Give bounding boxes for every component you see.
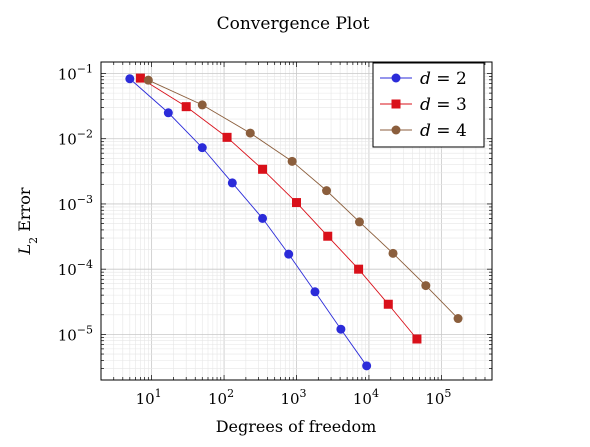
data-point xyxy=(323,231,333,241)
data-point xyxy=(292,198,301,208)
y-tick-label: 10−2 xyxy=(58,128,93,149)
x-tick-labels: 101 102 103 104 105 xyxy=(136,387,452,408)
data-point xyxy=(421,281,431,291)
legend-entry-3: d = 4 xyxy=(380,121,467,141)
data-point xyxy=(125,74,135,84)
y-tick-label: 10−3 xyxy=(58,193,93,214)
x-axis-label: Degrees of freedom xyxy=(216,417,377,436)
legend-marker xyxy=(391,125,401,135)
chart-title: Convergence Plot xyxy=(217,14,370,34)
y-axis-label-text: Error xyxy=(15,187,34,237)
y-axis-label-symbol: L xyxy=(15,244,34,256)
series-1 xyxy=(125,74,372,371)
data-point xyxy=(336,324,346,334)
x-tick-label: 102 xyxy=(208,387,234,408)
y-tick-labels: 10−1 10−2 10−3 10−4 10−5 xyxy=(58,62,93,344)
data-point xyxy=(284,249,294,259)
y-tick-label: 10−4 xyxy=(58,258,93,279)
data-point xyxy=(163,108,173,118)
y-tick-label: 10−5 xyxy=(58,323,93,344)
data-point xyxy=(453,314,463,324)
series-layer xyxy=(125,73,463,371)
y-tick-label: 10−1 xyxy=(58,62,93,83)
data-point xyxy=(412,334,422,344)
legend-label: d = 4 xyxy=(420,121,467,141)
legend-entry-1: d = 2 xyxy=(380,69,467,89)
series-3 xyxy=(143,75,463,324)
data-point xyxy=(258,213,268,223)
y-axis-label-subscript: 2 xyxy=(27,237,40,244)
x-tick-label: 103 xyxy=(280,387,306,408)
data-point xyxy=(245,128,255,138)
legend-entry-2: d = 3 xyxy=(380,95,467,115)
data-point xyxy=(354,217,364,227)
data-point xyxy=(383,299,393,309)
data-point xyxy=(181,102,191,112)
x-tick-label: 104 xyxy=(353,387,379,408)
series-2 xyxy=(135,73,422,344)
data-point xyxy=(143,75,153,85)
x-tick-label: 101 xyxy=(136,387,162,408)
data-point xyxy=(258,164,268,174)
data-point xyxy=(354,264,364,274)
data-point xyxy=(362,361,372,371)
y-axis-label: L2 Error xyxy=(15,187,40,255)
legend-marker xyxy=(391,73,401,83)
data-point xyxy=(197,100,207,110)
data-point xyxy=(197,143,207,153)
x-tick-label: 105 xyxy=(425,387,451,408)
legend-marker xyxy=(391,99,401,109)
data-point xyxy=(222,132,232,142)
legend-label: d = 2 xyxy=(420,69,467,89)
data-point xyxy=(388,248,398,258)
legend-label: d = 3 xyxy=(420,95,467,115)
plot-frame xyxy=(100,61,493,381)
data-point xyxy=(310,287,320,297)
data-point xyxy=(227,178,237,188)
data-point xyxy=(287,156,297,166)
data-point xyxy=(135,73,145,83)
data-point xyxy=(322,186,332,196)
legend: d = 2 d = 3 d = 4 xyxy=(372,62,485,148)
